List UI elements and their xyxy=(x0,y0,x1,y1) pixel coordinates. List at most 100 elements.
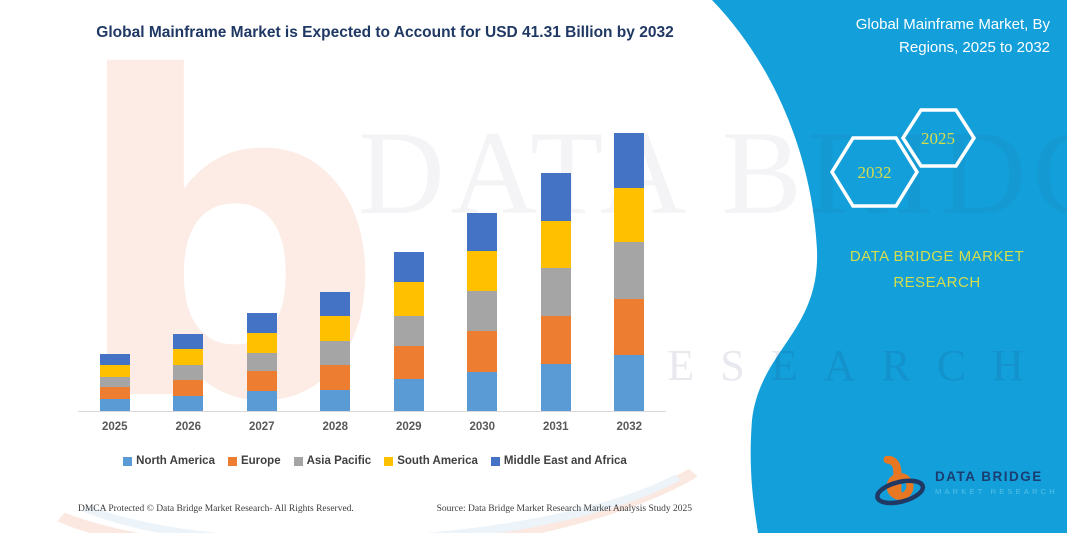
bar-2025 xyxy=(99,354,130,411)
bar-segment-asia-pacific xyxy=(614,242,645,299)
chart-legend: North America Europe Asia Pacific South Ame… xyxy=(55,455,695,467)
bar-cell-2026 xyxy=(152,93,226,411)
brand-text: DATA BRIDGE MARKET RESEARCH xyxy=(849,248,1025,291)
legend-label-middle-east-and-africa: Middle East and Africa xyxy=(503,455,627,467)
x-axis-label-2030: 2030 xyxy=(469,421,496,433)
bar-segment-south-america xyxy=(173,349,204,365)
bar-cell-2030 xyxy=(446,93,520,411)
bar-segment-europe xyxy=(320,365,351,390)
bar-segment-south-america xyxy=(467,251,498,291)
bar-segment-europe xyxy=(614,299,645,355)
logo-name: DATA BRIDGE xyxy=(935,468,1043,484)
bar-segment-europe xyxy=(467,331,498,372)
bar-segment-europe xyxy=(99,387,130,399)
x-axis-labels: 2025 2026 2027 2028 2029 2030 2031 2032 xyxy=(78,421,666,433)
legend-swatch-south-america xyxy=(384,456,394,466)
bar-segment-asia-pacific xyxy=(246,353,277,371)
bar-segment-middle-east-and-africa xyxy=(99,354,130,365)
bar-segment-middle-east-and-africa xyxy=(467,213,498,251)
bar-2029 xyxy=(393,252,424,411)
bar-2026 xyxy=(173,334,204,411)
legend-swatch-asia-pacific xyxy=(293,456,303,466)
bar-segment-europe xyxy=(173,380,204,396)
chart-title: Global Mainframe Market is Expected to A… xyxy=(96,24,674,41)
bar-segment-asia-pacific xyxy=(393,316,424,346)
bar-2031 xyxy=(540,173,571,411)
x-axis-label-2032: 2032 xyxy=(616,421,643,433)
bar-segment-north-america xyxy=(173,396,204,411)
hexagon-badges: 2025 2032 xyxy=(829,108,977,208)
bar-2028 xyxy=(320,292,351,411)
bar-cell-2029 xyxy=(372,93,446,411)
bar-segment-asia-pacific xyxy=(540,268,571,316)
hexagon-2032 xyxy=(829,136,920,208)
databridge-logo: DATA BRIDGE MARKET RESEARCH xyxy=(874,456,1058,508)
bar-segment-middle-east-and-africa xyxy=(173,334,204,349)
chart-footer: DMCA Protected © Data Bridge Market Rese… xyxy=(78,504,692,514)
bar-segment-north-america xyxy=(393,379,424,411)
legend-swatch-north-america xyxy=(123,456,133,466)
legend-swatch-europe xyxy=(227,456,237,466)
bar-2030 xyxy=(467,213,498,411)
logo-subtitle: MARKET RESEARCH xyxy=(935,486,1058,496)
bar-segment-middle-east-and-africa xyxy=(320,292,351,316)
bar-segment-europe xyxy=(393,346,424,379)
bar-cell-2031 xyxy=(519,93,593,411)
legend-label-asia-pacific: Asia Pacific xyxy=(306,455,372,467)
hexagon-2025-label: 2025 xyxy=(921,129,955,148)
bar-segment-south-america xyxy=(99,365,130,377)
legend-item-north-america: North America xyxy=(123,455,215,467)
bar-segment-north-america xyxy=(467,372,498,411)
bar-segment-south-america xyxy=(540,221,571,268)
bar-cell-2027 xyxy=(225,93,299,411)
bar-segment-south-america xyxy=(614,188,645,242)
bar-segment-europe xyxy=(246,371,277,391)
legend-item-europe: Europe xyxy=(227,455,281,467)
x-axis-label-2025: 2025 xyxy=(101,421,128,433)
stacked-bar-chart xyxy=(78,93,666,412)
bar-segment-north-america xyxy=(614,355,645,411)
bar-segment-middle-east-and-africa xyxy=(393,252,424,282)
bar-segment-asia-pacific xyxy=(467,291,498,331)
x-axis-label-2026: 2026 xyxy=(175,421,202,433)
bar-segment-asia-pacific xyxy=(99,377,130,387)
databridge-logo-icon xyxy=(875,456,926,506)
bar-2032 xyxy=(614,133,645,411)
watermark-research-text: RESEARCH xyxy=(612,341,1050,390)
bar-cell-2028 xyxy=(299,93,373,411)
bar-segment-north-america xyxy=(99,399,130,411)
bar-segment-south-america xyxy=(320,316,351,341)
source-text: Source: Data Bridge Market Research Mark… xyxy=(436,504,692,514)
side-panel-heading: Global Mainframe Market, By Regions, 202… xyxy=(855,16,1050,57)
legend-label-europe: Europe xyxy=(240,455,281,467)
bar-segment-middle-east-and-africa xyxy=(614,133,645,188)
dmca-text: DMCA Protected © Data Bridge Market Rese… xyxy=(78,504,354,514)
bar-segment-middle-east-and-africa xyxy=(540,173,571,221)
legend-label-south-america: South America xyxy=(397,455,478,467)
legend-item-middle-east-and-africa: Middle East and Africa xyxy=(490,455,627,467)
bar-cell-2025 xyxy=(78,93,152,411)
bar-segment-south-america xyxy=(246,333,277,353)
legend-label-north-america: North America xyxy=(136,455,215,467)
legend-item-south-america: South America xyxy=(384,455,478,467)
x-axis-label-2027: 2027 xyxy=(248,421,275,433)
bar-segment-asia-pacific xyxy=(320,341,351,365)
bar-cell-2032 xyxy=(593,93,667,411)
bar-segment-north-america xyxy=(246,391,277,411)
hexagon-2032-label: 2032 xyxy=(858,163,892,182)
bar-segment-europe xyxy=(540,316,571,364)
bar-segment-south-america xyxy=(393,282,424,316)
bar-segment-north-america xyxy=(540,364,571,411)
bar-segment-north-america xyxy=(320,390,351,411)
hexagon-2025 xyxy=(900,108,977,168)
legend-swatch-middle-east-and-africa xyxy=(490,456,500,466)
bar-2027 xyxy=(246,313,277,411)
x-axis-label-2031: 2031 xyxy=(542,421,569,433)
x-axis-label-2028: 2028 xyxy=(322,421,349,433)
bar-segment-middle-east-and-africa xyxy=(246,313,277,333)
bar-segment-asia-pacific xyxy=(173,365,204,380)
x-axis-label-2029: 2029 xyxy=(395,421,422,433)
legend-item-asia-pacific: Asia Pacific xyxy=(293,455,372,467)
